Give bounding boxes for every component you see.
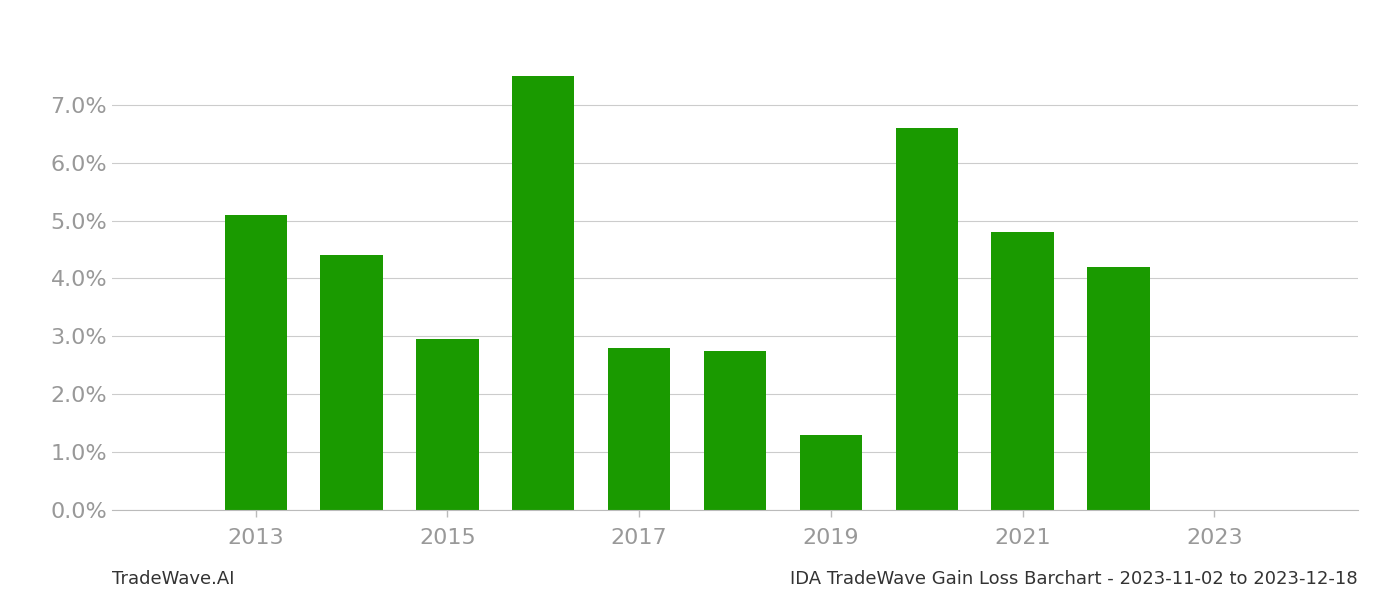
Text: IDA TradeWave Gain Loss Barchart - 2023-11-02 to 2023-12-18: IDA TradeWave Gain Loss Barchart - 2023-… xyxy=(791,570,1358,588)
Bar xyxy=(416,339,479,510)
Bar xyxy=(512,76,574,510)
Bar xyxy=(704,351,766,510)
Bar xyxy=(321,256,382,510)
Text: TradeWave.AI: TradeWave.AI xyxy=(112,570,235,588)
Bar xyxy=(991,232,1054,510)
Bar xyxy=(1088,267,1149,510)
Bar xyxy=(799,435,862,510)
Bar xyxy=(896,128,958,510)
Bar xyxy=(224,215,287,510)
Bar xyxy=(608,348,671,510)
